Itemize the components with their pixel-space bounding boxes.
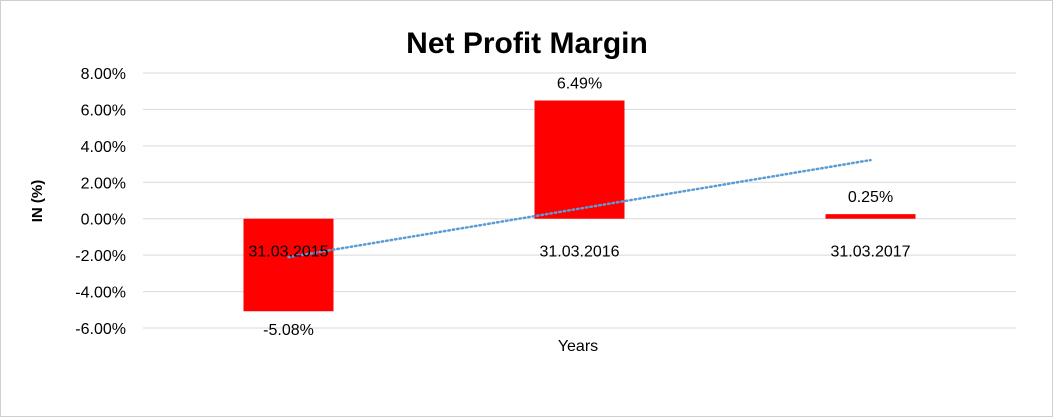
y-axis-title: IN (%) — [29, 180, 46, 223]
data-labels: -5.08% 6.49% 0.25% — [263, 76, 893, 340]
trendline — [287, 158, 872, 259]
data-label: 0.25% — [848, 189, 893, 206]
bars — [243, 100, 916, 312]
category-label: 31.03.2017 — [830, 244, 910, 261]
bar — [243, 218, 334, 312]
y-axis-ticks: 8.00% 6.00% 4.00% 2.00% 0.00% -2.00% -4.00% -6.… — [75, 66, 126, 338]
y-tick-label: 8.00% — [81, 66, 126, 83]
data-label: -5.08% — [263, 322, 314, 339]
data-label: 6.49% — [557, 76, 602, 93]
y-tick-label: -6.00% — [75, 321, 126, 338]
y-tick-label: 6.00% — [81, 102, 126, 119]
trendline-path — [287, 158, 872, 259]
y-tick-label: -2.00% — [75, 248, 126, 265]
chart-title: Net Profit Margin — [406, 27, 648, 60]
category-label: 31.03.2016 — [539, 244, 619, 261]
y-tick-label: 4.00% — [81, 139, 126, 156]
bar — [825, 214, 916, 219]
y-tick-label: 2.00% — [81, 175, 126, 192]
y-tick-label: 0.00% — [81, 212, 126, 229]
x-axis-title: Years — [558, 338, 598, 355]
bar — [534, 100, 625, 219]
category-labels: 31.03.2015 31.03.2016 31.03.2017 — [248, 244, 910, 261]
y-tick-label: -4.00% — [75, 285, 126, 302]
category-label: 31.03.2015 — [248, 244, 328, 261]
